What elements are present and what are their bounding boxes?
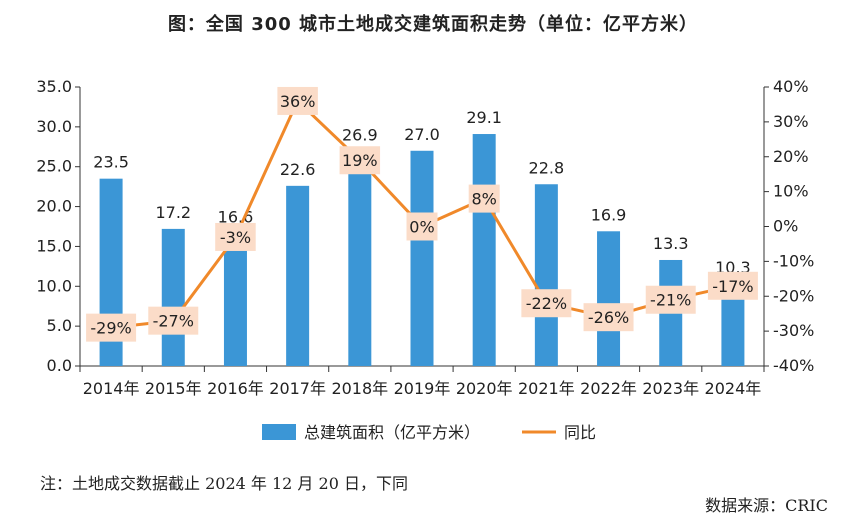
bar — [223, 233, 247, 366]
x-tick-label: 2015年 — [145, 379, 202, 398]
line-label-box — [521, 289, 572, 318]
line-value-label: -17% — [712, 277, 753, 296]
bar-value-label: 22.8 — [529, 158, 565, 177]
x-tick-label: 2019年 — [394, 379, 451, 398]
y-right-tick-label: -10% — [773, 251, 814, 270]
y-left-tick-label: 0.0 — [47, 356, 72, 375]
line-point-label: 19% — [339, 146, 381, 175]
x-tick-label: 2016年 — [207, 379, 264, 398]
line-label-box — [406, 212, 438, 241]
line-point-label: 0% — [406, 212, 438, 241]
bar-value-label: 17.2 — [155, 203, 191, 222]
bar — [597, 231, 621, 366]
y-left-tick-label: 20.0 — [36, 197, 72, 216]
line-label-box — [277, 86, 318, 115]
bar — [348, 151, 372, 366]
line-point-label: -26% — [583, 303, 634, 332]
y-right-tick-label: -40% — [773, 356, 814, 375]
line-value-label: 36% — [280, 92, 316, 111]
line-value-label: -29% — [90, 319, 131, 338]
legend-line-label: 同比 — [564, 423, 596, 442]
x-tick-label: 2022年 — [580, 379, 637, 398]
x-tick-label: 2020年 — [456, 379, 513, 398]
footnote: 注：土地成交数据截止 2024 年 12 月 20 日，下同 — [40, 474, 408, 493]
legend: 总建筑面积（亿平方米） 同比 — [262, 423, 596, 442]
line-value-label: 0% — [409, 218, 434, 237]
source-note: 数据来源：CRIC — [705, 496, 828, 515]
bar — [286, 185, 310, 366]
bar — [534, 184, 558, 366]
line-point-label: 8% — [468, 184, 500, 213]
y-left-tick-label: 35.0 — [36, 77, 72, 96]
bar — [410, 150, 434, 366]
line-label-box — [645, 285, 696, 314]
line-label-box — [583, 303, 634, 332]
line-point-label: -29% — [86, 313, 137, 342]
legend-bar-swatch — [262, 424, 296, 440]
bar-value-label: 13.3 — [653, 234, 689, 253]
line-point-label: -22% — [521, 289, 572, 318]
line-point-label: -21% — [645, 285, 696, 314]
bar-value-label: 16.6 — [218, 208, 254, 227]
bar — [721, 283, 745, 366]
line-point-label: 36% — [277, 86, 318, 115]
x-tick-label: 2018年 — [331, 379, 388, 398]
line-label-box — [86, 313, 137, 342]
y-right-tick-label: -30% — [773, 321, 814, 340]
y-left-tick-label: 25.0 — [36, 157, 72, 176]
y-right-tick-label: -20% — [773, 286, 814, 305]
line-point-label: -27% — [148, 306, 199, 335]
y-right-tick-label: 0% — [773, 217, 798, 236]
y-left-tick-label: 15.0 — [36, 236, 72, 255]
line-point-label: -3% — [215, 222, 256, 251]
line-label-box — [468, 184, 500, 213]
line-value-label: -22% — [526, 294, 567, 313]
bar — [472, 134, 496, 366]
bar-value-label: 22.6 — [280, 160, 316, 179]
bar-value-label: 16.9 — [591, 205, 627, 224]
chart-title: 图：全国 300 城市土地成交建筑面积走势（单位：亿平方米） — [167, 14, 699, 35]
y-right-tick-label: 20% — [773, 147, 809, 166]
line-value-label: -27% — [153, 312, 194, 331]
line-label-box — [339, 146, 381, 175]
line-value-label: -3% — [220, 228, 251, 247]
bar-labels: 23.5 17.2 16.6 22.6 26.9 27.0 29.1 22.8 16.9 13.3… — [93, 108, 750, 277]
line-value-label: -21% — [650, 291, 691, 310]
y-left-tick-label: 10.0 — [36, 276, 72, 295]
y-left-tick-label: 5.0 — [47, 316, 72, 335]
bar — [161, 228, 185, 366]
line-point-label: -17% — [707, 271, 758, 300]
axes: 0.0 5.0 10.0 15.0 20.0 25.0 30.0 35.0 -40% -30% -2… — [36, 77, 814, 398]
bar-value-label: 26.9 — [342, 126, 378, 145]
bar-value-label: 29.1 — [466, 108, 502, 127]
y-right-tick-label: 40% — [773, 77, 809, 96]
x-tick-label: 2024年 — [705, 379, 762, 398]
x-tick-label: 2023年 — [642, 379, 699, 398]
line-value-label: 19% — [342, 151, 378, 170]
line-label-box — [215, 222, 256, 251]
bar-value-label: 27.0 — [404, 125, 440, 144]
bar-value-label: 23.5 — [93, 153, 129, 172]
x-tick-label: 2017年 — [269, 379, 326, 398]
y-right-tick-label: 10% — [773, 182, 809, 201]
line-label-box — [148, 306, 199, 335]
line-labels: -29% -27% -3% 36% 19% 0% 8% -22% -26% -21% -17% — [86, 86, 758, 342]
chart: 0.0 5.0 10.0 15.0 20.0 25.0 30.0 35.0 -40% -30% -2… — [36, 77, 814, 442]
line-label-box — [707, 271, 758, 300]
x-tick-label: 2014年 — [83, 379, 140, 398]
y-right-tick-label: 30% — [773, 112, 809, 131]
y-left-tick-label: 30.0 — [36, 117, 72, 136]
legend-bar-label: 总建筑面积（亿平方米） — [304, 423, 480, 442]
line-value-label: -26% — [588, 308, 629, 327]
line-value-label: 8% — [471, 190, 496, 209]
x-tick-label: 2021年 — [518, 379, 575, 398]
